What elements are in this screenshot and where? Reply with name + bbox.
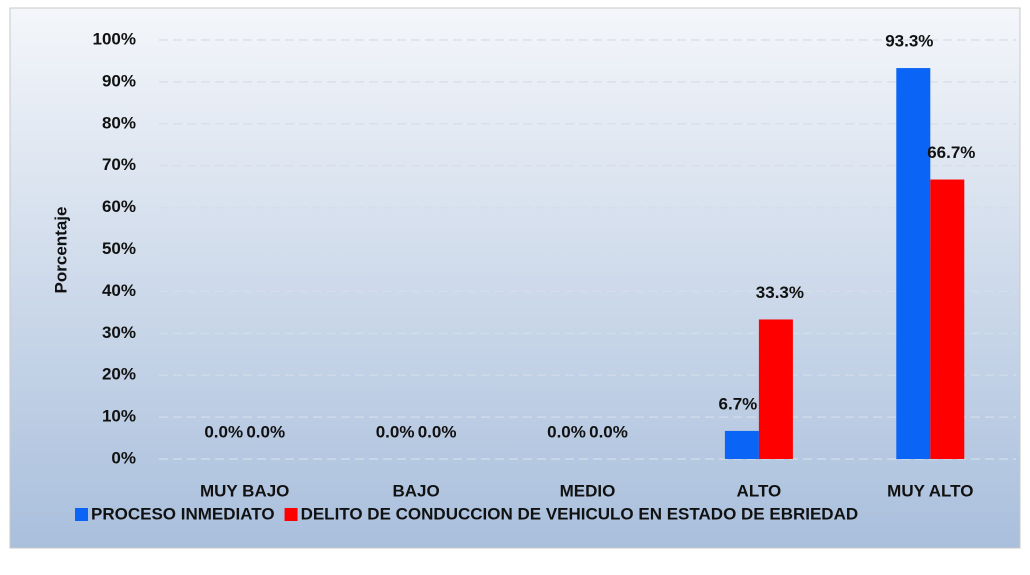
bar <box>724 430 759 459</box>
y-tick-label: 10% <box>102 407 136 426</box>
legend-label: DELITO DE CONDUCCION DE VEHICULO EN ESTA… <box>301 504 859 523</box>
data-label: 0.0% <box>204 422 243 441</box>
y-tick-label: 100% <box>93 29 136 48</box>
y-axis-title: Porcentaje <box>51 207 70 294</box>
x-tick-label: BAJO <box>392 481 439 500</box>
y-tick-label: 70% <box>102 155 136 174</box>
y-tick-label: 20% <box>102 365 136 384</box>
bar <box>758 319 793 459</box>
data-label: 33.3% <box>756 283 804 302</box>
y-tick-label: 30% <box>102 323 136 342</box>
y-tick-label: 80% <box>102 113 136 132</box>
y-tick-label: 40% <box>102 281 136 300</box>
legend-swatch <box>75 508 88 521</box>
y-tick-label: 50% <box>102 239 136 258</box>
y-tick-label: 60% <box>102 197 136 216</box>
data-label: 0.0% <box>246 422 285 441</box>
x-tick-label: MUY ALTO <box>887 481 973 500</box>
bar <box>896 68 931 459</box>
data-label: 0.0% <box>547 422 586 441</box>
bar <box>930 179 965 460</box>
x-tick-label: MEDIO <box>560 481 616 500</box>
x-tick-label: ALTO <box>737 481 782 500</box>
data-label: 6.7% <box>719 394 758 413</box>
legend-label: PROCESO INMEDIATO <box>91 504 275 523</box>
data-label: 0.0% <box>376 422 415 441</box>
y-tick-label: 0% <box>111 448 136 467</box>
data-label: 0.0% <box>589 422 628 441</box>
y-tick-label: 90% <box>102 71 136 90</box>
chart-area <box>9 7 1021 549</box>
x-tick-label: MUY BAJO <box>200 481 289 500</box>
data-label: 0.0% <box>418 422 457 441</box>
legend-swatch <box>284 508 298 521</box>
data-label: 66.7% <box>927 143 975 162</box>
data-label: 93.3% <box>885 32 933 51</box>
